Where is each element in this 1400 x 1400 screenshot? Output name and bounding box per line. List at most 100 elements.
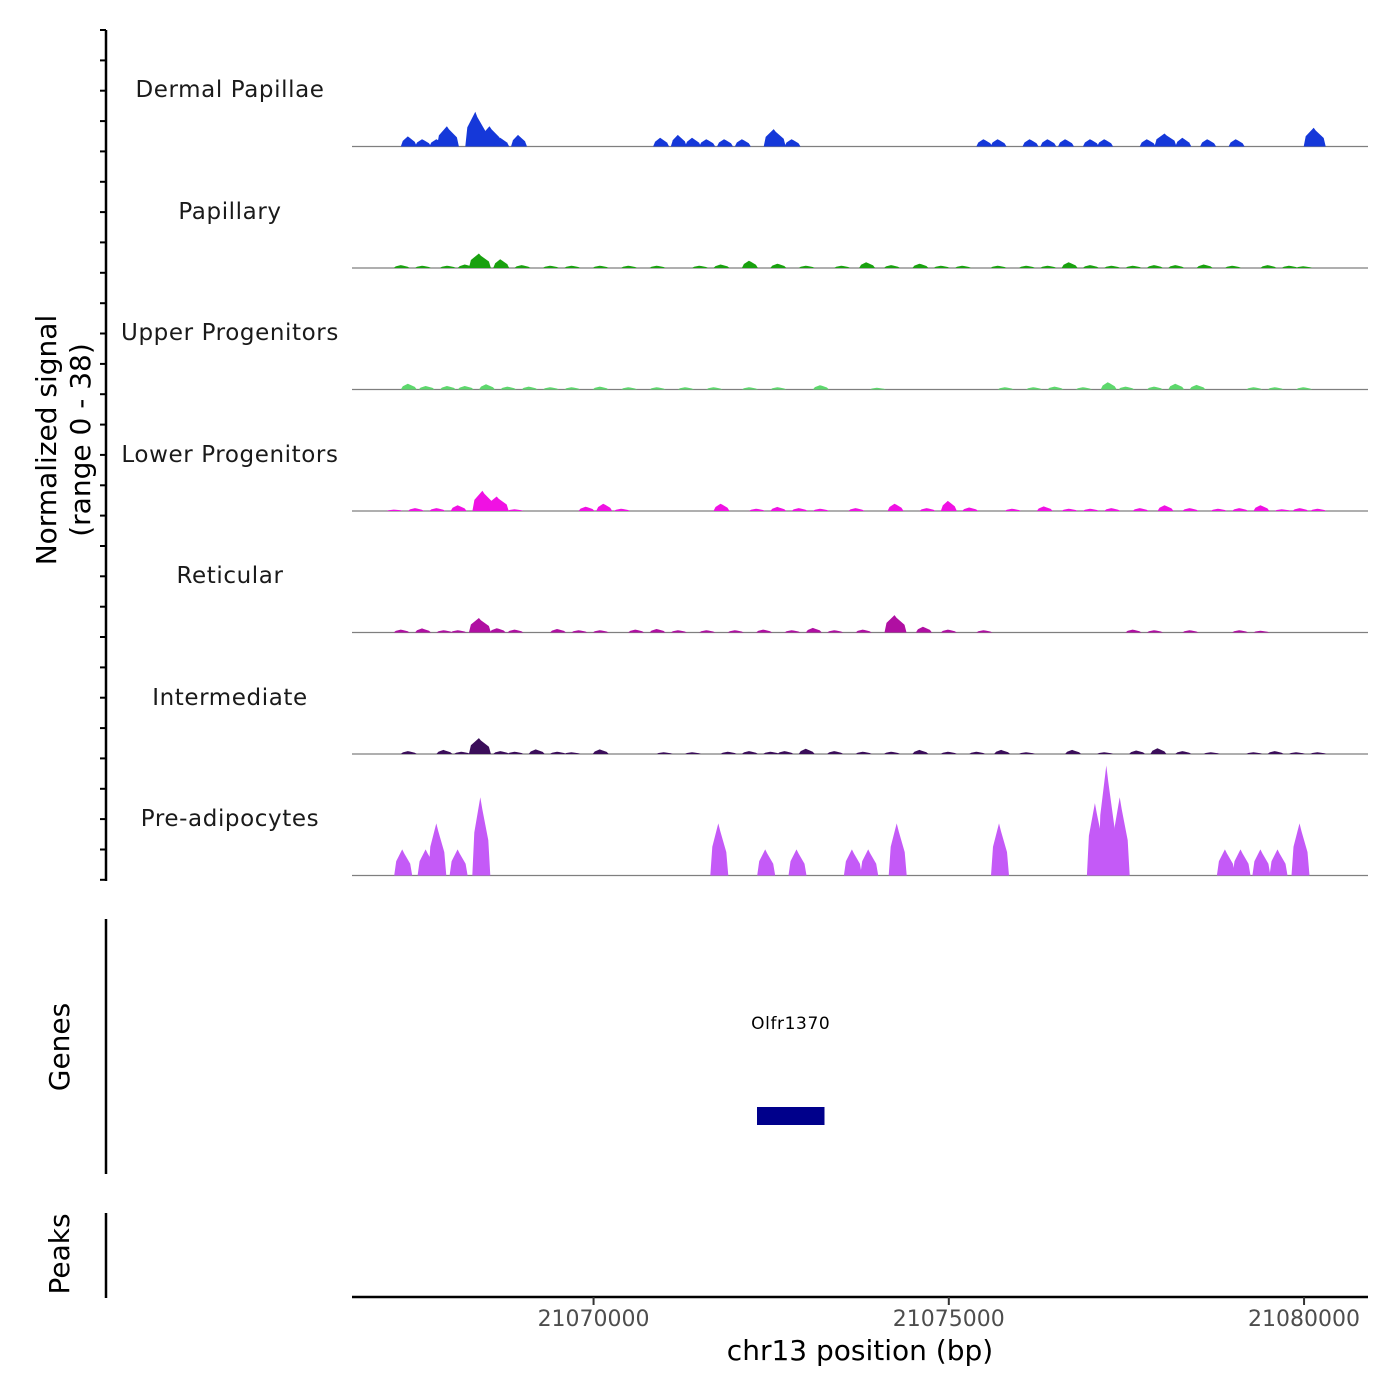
signal-peak — [1036, 506, 1053, 511]
signal-peak — [542, 265, 559, 268]
signal-peak — [1132, 508, 1149, 511]
signal-peak — [1232, 630, 1249, 633]
signal-peak — [1104, 265, 1121, 268]
signal-peak — [429, 508, 446, 511]
signal-peak — [727, 630, 744, 633]
signal-peak — [428, 823, 447, 876]
signal-peak — [805, 627, 822, 633]
signal-peak — [791, 508, 808, 511]
signal-peak — [1047, 386, 1064, 390]
signal-peak — [649, 629, 666, 633]
signal-peak — [1175, 137, 1192, 147]
signal-peak — [542, 387, 559, 390]
signal-peak — [677, 387, 694, 390]
signal-peak — [550, 629, 566, 633]
signal-peak — [1061, 262, 1078, 268]
signal-peak — [1189, 384, 1206, 390]
signal-peak — [614, 508, 630, 511]
signal-peak — [798, 748, 815, 754]
signal-peak — [777, 751, 794, 754]
signal-peak — [884, 265, 900, 268]
signal-peak — [514, 265, 531, 268]
signal-peak — [1267, 751, 1284, 754]
signal-peak — [550, 751, 566, 754]
signal-peak — [749, 508, 765, 511]
signal-peak — [1150, 748, 1167, 754]
signal-peak — [457, 386, 474, 390]
signal-peak — [415, 265, 431, 268]
x-axis-title: chr13 position (bp) — [726, 1334, 994, 1367]
signal-peak — [394, 849, 413, 876]
signal-peak — [884, 751, 900, 754]
signal-peak — [1154, 133, 1177, 147]
signal-peak — [649, 265, 666, 268]
signal-peak — [955, 265, 971, 268]
signal-peak — [400, 136, 417, 147]
signal-peak — [1310, 752, 1327, 754]
signal-peak — [1022, 139, 1039, 147]
signal-peak — [1061, 508, 1078, 511]
track-label: Papillary — [178, 198, 282, 225]
track-label: Dermal Papillae — [135, 77, 325, 103]
signal-peak — [1274, 509, 1291, 511]
signal-peak — [699, 139, 716, 147]
signal-peak — [393, 265, 410, 268]
signal-peak — [511, 134, 527, 147]
signal-peak — [997, 387, 1014, 390]
signal-peak — [564, 752, 581, 754]
signal-peak — [717, 139, 733, 147]
signal-peak — [653, 137, 670, 147]
signal-peak — [1253, 630, 1270, 633]
signal-peak — [621, 387, 638, 390]
signal-peak — [1296, 387, 1313, 390]
signal-peak — [734, 139, 751, 147]
signal-peak — [848, 508, 865, 511]
signal-peak — [454, 751, 471, 754]
y-axis-title-line2: (range 0 - 38) — [64, 343, 97, 537]
signal-peak — [1019, 752, 1035, 754]
signal-peak — [1269, 849, 1288, 876]
signal-peak — [500, 386, 517, 390]
signal-peak — [578, 506, 595, 511]
signal-peak — [940, 500, 957, 511]
signal-peak — [940, 629, 957, 633]
signal-peak — [915, 626, 932, 633]
signal-peak — [1246, 387, 1263, 390]
signal-peak — [592, 749, 609, 754]
signal-peak — [436, 630, 453, 633]
signal-peak — [450, 505, 467, 511]
signal-peak — [1292, 508, 1309, 511]
signal-peak — [439, 386, 456, 390]
signal-peak — [869, 387, 886, 390]
track-intermediate — [352, 738, 1368, 755]
signal-peak — [479, 384, 495, 390]
signal-peak — [1097, 752, 1114, 754]
signal-peak — [1168, 383, 1185, 390]
signal-peak — [976, 630, 993, 633]
signal-peak — [860, 849, 879, 876]
signal-peak — [1098, 765, 1117, 876]
signal-peak — [784, 139, 801, 147]
signal-peak — [393, 629, 410, 633]
signal-peak — [1260, 265, 1277, 268]
signal-peak — [812, 508, 829, 511]
y-axis-title-line1: Normalized signal — [30, 314, 63, 566]
signal-peak — [418, 386, 435, 390]
signal-peak — [1146, 265, 1163, 268]
signal-peak — [468, 618, 491, 633]
signal-peak — [415, 628, 431, 633]
signal-peak — [763, 751, 780, 754]
signal-peak — [834, 265, 851, 268]
signal-peak — [1267, 387, 1284, 390]
track-label: Pre-adipocytes — [140, 806, 320, 832]
signal-peak — [1175, 751, 1192, 754]
signal-peak — [1139, 139, 1156, 147]
signal-peak — [489, 628, 506, 633]
signal-peak — [1225, 265, 1241, 268]
signal-peak — [507, 629, 524, 633]
signal-peak — [1019, 265, 1035, 268]
signal-peak — [1058, 139, 1074, 147]
signal-peak — [386, 509, 403, 511]
signal-peak — [756, 629, 773, 633]
signal-peak — [571, 630, 588, 633]
